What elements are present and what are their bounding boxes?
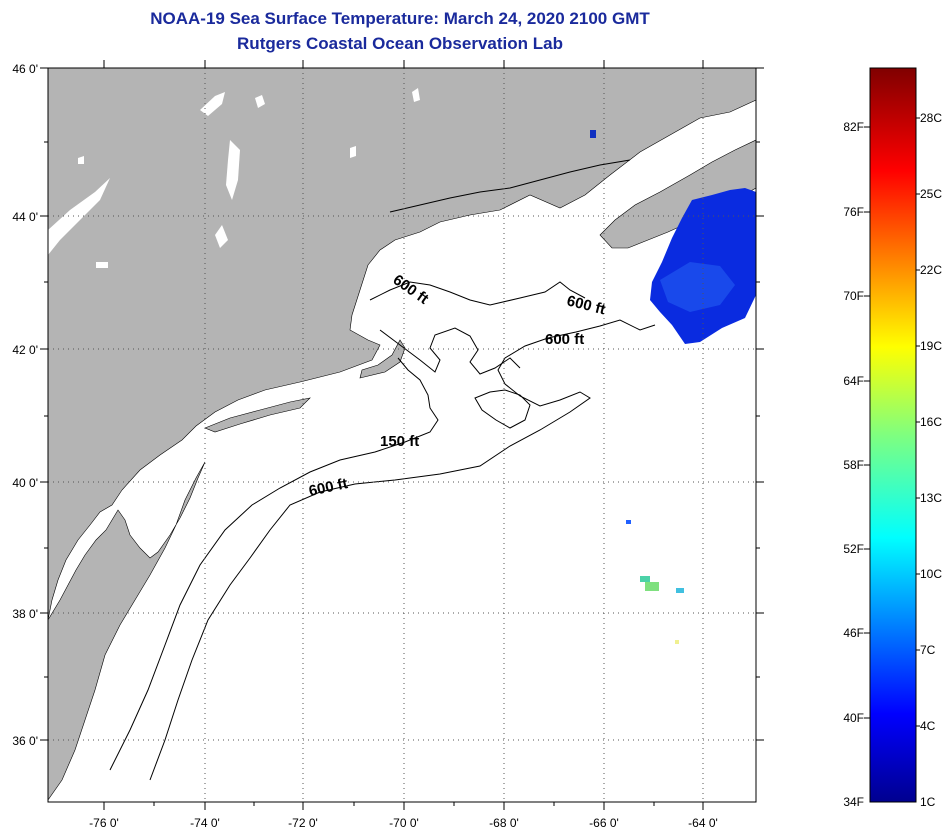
colorbar-c-label: 28C (920, 111, 942, 125)
land-cape-cod (359, 339, 406, 379)
lat-label: 38 0' (12, 607, 38, 621)
lon-label: -74 0' (190, 816, 220, 830)
colorbar-gradient (869, 67, 917, 803)
colorbar-f-label: 58F (843, 458, 864, 472)
colorbar-f-label: 64F (843, 374, 864, 388)
colorbar-f-label: 34F (843, 795, 864, 809)
land-nova-scotia (599, 139, 756, 249)
lat-label: 44 0' (12, 210, 38, 224)
colorbar-c-label: 22C (920, 263, 942, 277)
colorbar-f-label: 46F (843, 626, 864, 640)
colorbar-f-label: 82F (843, 120, 864, 134)
contour-600ft-shelf (149, 319, 656, 781)
colorbar: 82F 76F 70F 64F 58F 52F 46F 40F 34F 28C … (843, 67, 942, 809)
colorbar-c-label: 19C (920, 339, 942, 353)
inland-lakes (48, 88, 420, 268)
lon-label: -64 0' (688, 816, 718, 830)
colorbar-c-label: 4C (920, 719, 936, 733)
colorbar-c-label: 1C (920, 795, 936, 809)
colorbar-f-label: 70F (843, 289, 864, 303)
colorbar-c-label: 25C (920, 187, 942, 201)
lon-label: -76 0' (89, 816, 119, 830)
map-subtitle: Rutgers Coastal Ocean Observation Lab (237, 34, 563, 53)
map-frame (47, 67, 757, 803)
colorbar-c-label: 13C (920, 491, 942, 505)
lon-label: -66 0' (589, 816, 619, 830)
contour-label: 600 ft (545, 331, 584, 348)
colorbar-f-label: 40F (843, 711, 864, 725)
lat-label: 40 0' (12, 476, 38, 490)
sst-small-patches (590, 130, 684, 644)
lat-label: 42 0' (12, 343, 38, 357)
colorbar-f-label: 76F (843, 205, 864, 219)
graticule (48, 68, 756, 802)
colorbar-c-label: 10C (920, 567, 942, 581)
lon-label: -72 0' (288, 816, 318, 830)
lat-label: 36 0' (12, 734, 38, 748)
contour-150ft (109, 357, 439, 771)
contour-label: 150 ft (380, 433, 419, 450)
lat-label: 46 0' (12, 62, 38, 76)
lat-ticks (40, 67, 764, 741)
map-title: NOAA-19 Sea Surface Temperature: March 2… (150, 9, 650, 28)
colorbar-c-label: 7C (920, 643, 936, 657)
colorbar-f-label: 52F (843, 542, 864, 556)
land-mainland (48, 68, 756, 621)
lon-label: -70 0' (389, 816, 419, 830)
land-long-island (204, 397, 311, 433)
lon-label: -68 0' (489, 816, 519, 830)
colorbar-c-label: 16C (920, 415, 942, 429)
bathymetry-contours (109, 159, 656, 781)
land-delmarva (48, 461, 206, 801)
lon-ticks (103, 60, 704, 810)
